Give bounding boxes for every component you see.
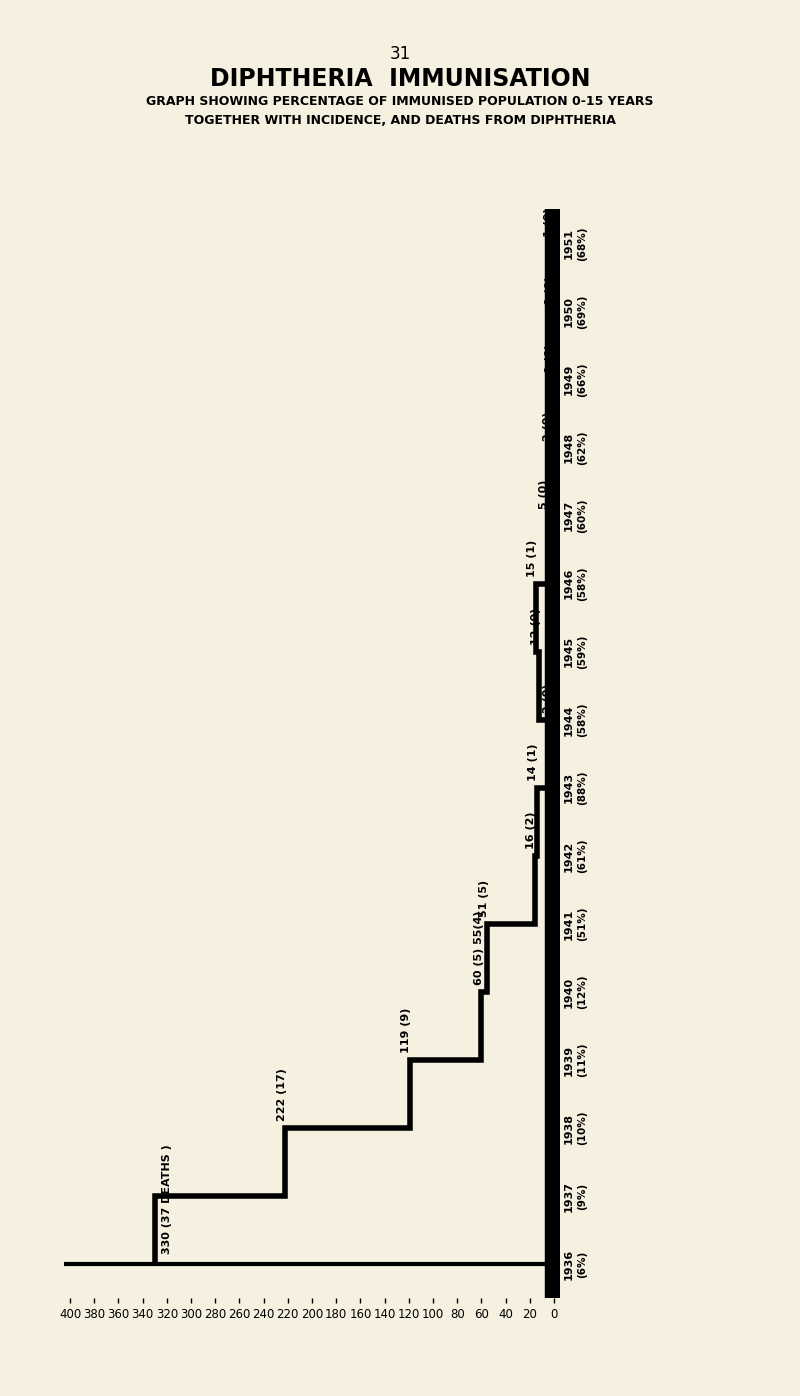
Text: 14 (1): 14 (1) <box>528 744 538 780</box>
Text: (10%): (10%) <box>577 1111 586 1145</box>
Text: 1949: 1949 <box>563 364 574 395</box>
Text: 1946: 1946 <box>563 568 574 599</box>
Text: 1944: 1944 <box>563 704 574 736</box>
Text: TOGETHER WITH INCIDENCE, AND DEATHS FROM DIPHTHERIA: TOGETHER WITH INCIDENCE, AND DEATHS FROM… <box>185 114 615 127</box>
Text: 1947: 1947 <box>563 500 574 532</box>
Text: (68%): (68%) <box>577 226 586 261</box>
Text: 1936: 1936 <box>563 1248 574 1280</box>
Text: 15 (1): 15 (1) <box>527 540 537 577</box>
Text: 16 (2): 16 (2) <box>526 811 536 849</box>
Text: (60%): (60%) <box>577 498 586 533</box>
Text: (69%): (69%) <box>577 295 586 328</box>
Text: (58%): (58%) <box>577 702 586 737</box>
Text: (62%): (62%) <box>577 430 586 465</box>
Text: (88%): (88%) <box>577 771 586 805</box>
Text: 2 (0): 2 (0) <box>543 412 553 441</box>
Text: 1939: 1939 <box>563 1044 574 1076</box>
Text: 1940: 1940 <box>563 976 574 1008</box>
Text: 330 (37 DEATHS ): 330 (37 DEATHS ) <box>162 1145 172 1254</box>
Text: 1 (0): 1 (0) <box>544 207 554 237</box>
Text: 1943: 1943 <box>563 772 574 804</box>
Text: 1950: 1950 <box>563 296 574 327</box>
Text: 0 (0): 0 (0) <box>546 343 555 373</box>
Text: 1938: 1938 <box>563 1113 574 1143</box>
Text: 31: 31 <box>390 45 410 63</box>
Text: 2 (0): 2 (0) <box>543 684 553 713</box>
Text: (11%): (11%) <box>577 1043 586 1078</box>
Text: 1942: 1942 <box>563 840 574 871</box>
Text: 12 (0): 12 (0) <box>531 607 541 645</box>
Text: (6%): (6%) <box>577 1251 586 1277</box>
Text: (61%): (61%) <box>577 839 586 872</box>
Text: 222 (17): 222 (17) <box>277 1068 286 1121</box>
Text: 1945: 1945 <box>563 637 574 667</box>
Text: 1941: 1941 <box>563 909 574 940</box>
Text: (12%): (12%) <box>577 974 586 1009</box>
Text: (66%): (66%) <box>577 363 586 396</box>
Text: GRAPH SHOWING PERCENTAGE OF IMMUNISED POPULATION 0-15 YEARS: GRAPH SHOWING PERCENTAGE OF IMMUNISED PO… <box>146 95 654 107</box>
Text: (9%): (9%) <box>577 1182 586 1210</box>
Text: (58%): (58%) <box>577 567 586 600</box>
Text: 1948: 1948 <box>563 431 574 463</box>
Text: (59%): (59%) <box>577 635 586 669</box>
Text: 0 (0): 0 (0) <box>546 275 555 304</box>
Text: 1951: 1951 <box>563 228 574 258</box>
Text: 60 (5) 55(4): 60 (5) 55(4) <box>474 910 484 986</box>
Text: 5 (0): 5 (0) <box>539 479 550 508</box>
Text: 119 (9): 119 (9) <box>402 1008 411 1053</box>
Text: (51%): (51%) <box>577 907 586 941</box>
Text: DIPHTHERIA  IMMUNISATION: DIPHTHERIA IMMUNISATION <box>210 67 590 91</box>
Text: 1937: 1937 <box>563 1181 574 1212</box>
Text: 51 (5): 51 (5) <box>478 879 489 917</box>
